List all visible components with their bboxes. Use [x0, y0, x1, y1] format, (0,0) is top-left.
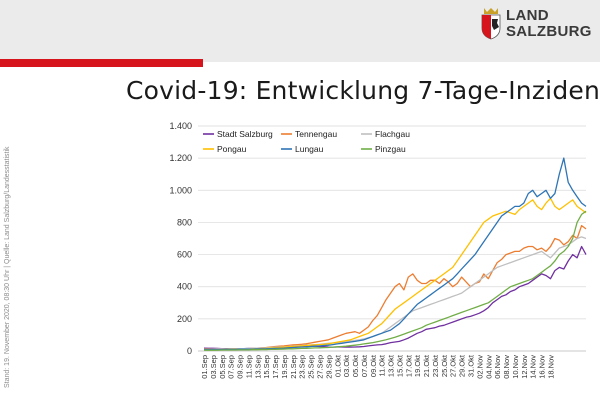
- salzburg-crest-icon: [481, 8, 501, 40]
- x-tick-label: 14.Nov: [529, 355, 538, 379]
- brand-red-bar: [0, 59, 203, 67]
- y-tick-label: 400: [177, 282, 192, 292]
- logo-text-salzburg: SALZBURG: [506, 23, 592, 40]
- x-tick-label: 01.Sep: [200, 355, 209, 379]
- series-line-pinzgau: [204, 210, 587, 351]
- y-tick-label: 600: [177, 250, 192, 260]
- y-tick-label: 1.000: [169, 185, 192, 195]
- x-tick-label: 12.Nov: [520, 355, 529, 379]
- series-line-flachgau: [204, 236, 587, 350]
- x-tick-label: 01.Okt: [333, 354, 342, 377]
- land-salzburg-logo[interactable]: LAND SALZBURG: [480, 6, 592, 42]
- series-line-stadt-salzburg: [203, 245, 587, 350]
- x-tick-label: 19.Sep: [280, 355, 289, 379]
- x-tick-label: 17.Sep: [271, 355, 280, 379]
- x-tick-label: 21.Okt: [422, 354, 431, 377]
- x-tick-label: 07.Okt: [360, 354, 369, 377]
- x-tick-label: 29.Okt: [458, 354, 467, 377]
- legend-label: Pinzgau: [375, 144, 406, 154]
- legend-label: Flachgau: [375, 129, 410, 139]
- y-tick-label: 0: [187, 346, 192, 356]
- x-tick-label: 19.Okt: [413, 354, 422, 377]
- legend-label: Tennengau: [295, 129, 337, 139]
- x-tick-label: 11.Okt: [378, 354, 387, 376]
- x-tick-label: 23.Sep: [298, 355, 307, 379]
- series-line-lungau: [204, 157, 587, 351]
- x-tick-label: 29.Sep: [324, 355, 333, 379]
- x-tick-label: 09.Sep: [236, 355, 245, 379]
- x-tick-label: 13.Okt: [387, 354, 396, 377]
- x-tick-label: 31.Okt: [467, 354, 476, 377]
- y-tick-label: 1.200: [169, 153, 192, 163]
- x-tick-label: 11.Sep: [244, 355, 253, 378]
- x-tick-label: 07.Sep: [227, 355, 236, 379]
- x-tick-label: 16.Nov: [538, 355, 547, 379]
- x-tick-label: 09.Okt: [369, 354, 378, 377]
- x-tick-label: 27.Okt: [449, 354, 458, 377]
- legend-label: Pongau: [217, 144, 247, 154]
- x-tick-label: 02.Nov: [475, 355, 484, 379]
- y-tick-label: 1.400: [169, 121, 192, 131]
- x-tick-label: 03.Okt: [342, 354, 351, 377]
- slide-title: Covid-19: Entwicklung 7-Tage-Inzidenz: [126, 76, 600, 105]
- legend-label: Lungau: [295, 144, 324, 154]
- x-tick-label: 15.Sep: [262, 355, 271, 379]
- x-tick-label: 13.Sep: [253, 355, 262, 379]
- x-tick-label: 23.Okt: [431, 354, 440, 377]
- logo-text-land: LAND: [506, 7, 549, 24]
- x-tick-label: 08.Nov: [502, 355, 511, 379]
- x-tick-label: 03.Sep: [209, 355, 218, 379]
- x-tick-label: 27.Sep: [315, 355, 324, 379]
- x-tick-label: 15.Okt: [395, 354, 404, 377]
- y-tick-label: 200: [177, 314, 192, 324]
- legend-label: Stadt Salzburg: [217, 129, 273, 139]
- y-tick-label: 800: [177, 217, 192, 227]
- series-line-tennengau: [204, 224, 587, 351]
- x-tick-label: 06.Nov: [493, 355, 502, 379]
- x-tick-label: 05.Sep: [218, 355, 227, 379]
- x-tick-label: 25.Sep: [307, 355, 316, 379]
- x-tick-label: 10.Nov: [511, 355, 520, 379]
- x-tick-label: 18.Nov: [546, 355, 555, 379]
- x-tick-label: 17.Okt: [404, 354, 413, 377]
- x-tick-label: 21.Sep: [289, 355, 298, 379]
- x-tick-label: 05.Okt: [351, 354, 360, 377]
- x-tick-label: 25.Okt: [440, 354, 449, 377]
- x-tick-label: 04.Nov: [484, 355, 493, 379]
